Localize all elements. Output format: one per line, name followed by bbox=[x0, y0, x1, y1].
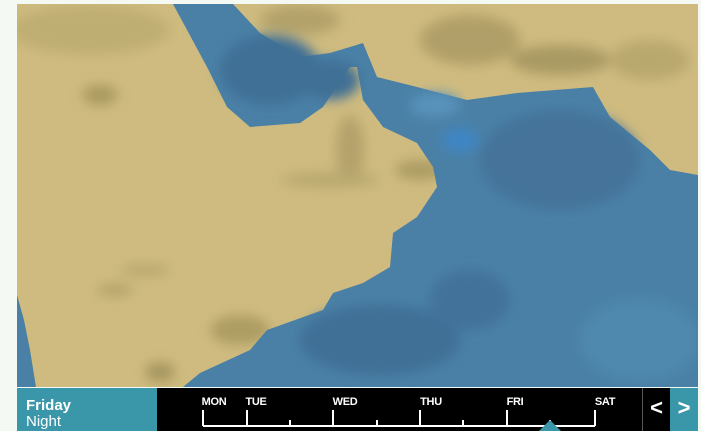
chevron-left-icon: < bbox=[650, 395, 663, 420]
timeline-bar: Friday Night MON TUE WED THU FRI SAT bbox=[17, 388, 698, 431]
weather-map[interactable] bbox=[17, 4, 698, 387]
sea bbox=[173, 4, 698, 387]
prev-button[interactable]: < bbox=[642, 388, 670, 431]
timeline-ticks bbox=[202, 410, 596, 427]
sea-shading bbox=[220, 35, 698, 380]
chevron-right-icon: > bbox=[677, 395, 691, 420]
day-label-mon[interactable]: MON bbox=[201, 396, 227, 408]
land-shading bbox=[17, 5, 690, 382]
day-label-sat[interactable]: SAT bbox=[594, 396, 616, 408]
timeline-scrubber[interactable]: MON TUE WED THU FRI SAT bbox=[157, 388, 642, 431]
timeline-scale bbox=[202, 410, 596, 431]
red-sea bbox=[17, 295, 36, 387]
day-label-fri[interactable]: FRI bbox=[506, 396, 524, 408]
forecast-period: Night bbox=[26, 413, 62, 430]
day-label-tue[interactable]: TUE bbox=[245, 396, 267, 408]
next-button[interactable]: > bbox=[670, 388, 698, 431]
timeline-position-marker[interactable] bbox=[539, 420, 561, 431]
forecast-day: Friday bbox=[26, 397, 72, 414]
day-label-wed[interactable]: WED bbox=[332, 396, 358, 408]
forecast-label-panel: Friday Night bbox=[17, 388, 157, 431]
day-label-thu[interactable]: THU bbox=[420, 396, 442, 408]
